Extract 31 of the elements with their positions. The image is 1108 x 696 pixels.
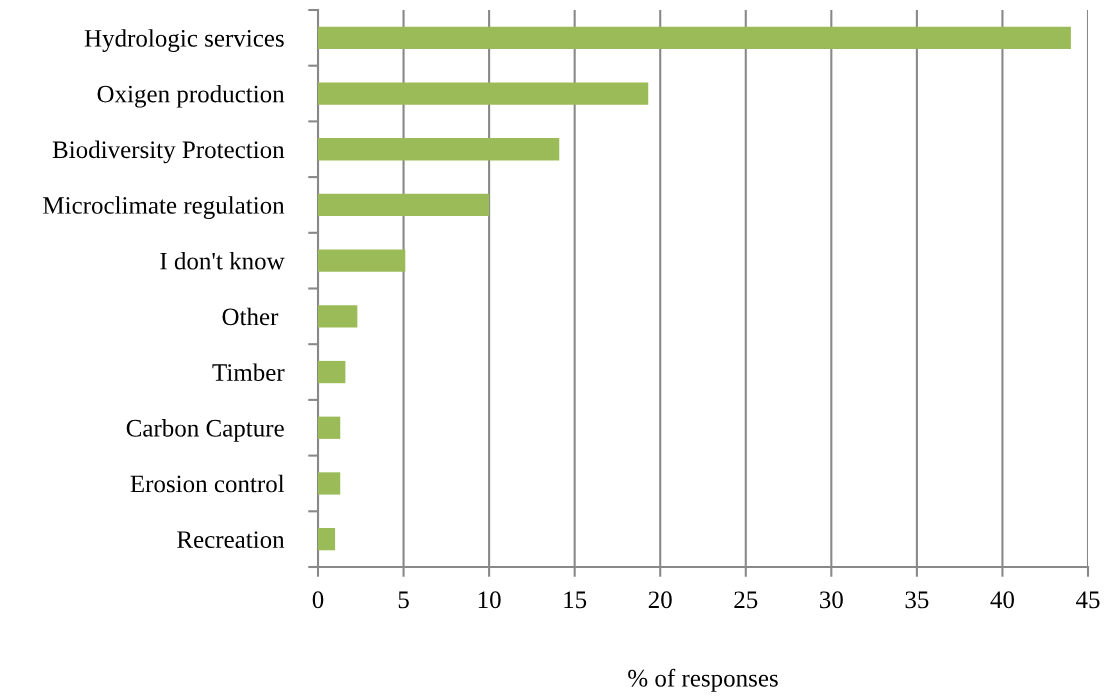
bar: [318, 416, 341, 439]
y-tick-label: Oxigen production: [97, 84, 285, 108]
bar: [318, 193, 490, 217]
y-tick-label: I don't know: [160, 251, 285, 270]
bar: [318, 305, 358, 328]
y-tick-label: Carbon Capture: [126, 419, 284, 442]
bar: [318, 82, 649, 105]
x-tick-label: 10: [478, 591, 501, 609]
bar: [318, 26, 1071, 49]
y-tick-label: Recreation: [177, 531, 285, 549]
bar: [318, 528, 336, 551]
y-tick-label: Other: [222, 307, 279, 326]
x-tick-label: 15: [564, 591, 587, 609]
bar: [318, 138, 560, 161]
y-tick-label: Hydrologic services: [84, 29, 284, 52]
y-tick-label: Microclimate regulation: [43, 196, 285, 220]
y-tick-label: Erosion control: [130, 474, 285, 493]
y-tick-label: Biodiversity Protection: [52, 140, 285, 164]
x-tick-label: 5: [398, 591, 409, 609]
x-tick-label: 20: [648, 591, 672, 609]
bar: [318, 249, 406, 272]
x-tick-label: 0: [312, 591, 324, 609]
x-tick-label: 25: [734, 591, 758, 609]
x-tick-label: 30: [820, 591, 843, 609]
x-tick-label: 35: [905, 591, 929, 609]
x-tick-label: 45: [1075, 591, 1100, 609]
x-tick-label: 40: [990, 591, 1014, 609]
x-axis-title: % of responses: [628, 668, 778, 692]
bar: [318, 360, 346, 384]
y-tick-label: Timber: [212, 363, 285, 381]
bar: [318, 472, 341, 495]
